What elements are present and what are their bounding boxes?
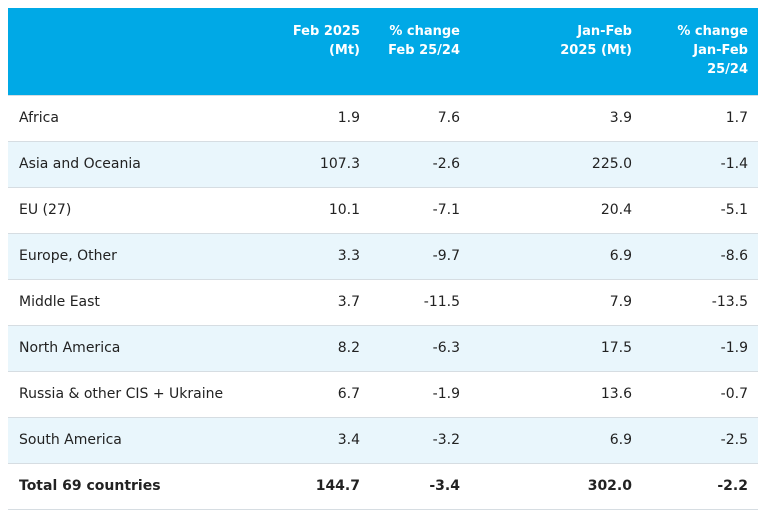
region-cell: Europe, Other xyxy=(8,232,278,279)
feb-change-cell: -2.6 xyxy=(370,140,470,187)
jan-feb-change-cell: -1.4 xyxy=(642,140,758,187)
header-feb-change: % change Feb 25/24 xyxy=(370,8,470,95)
table-row: Russia & other CIS + Ukraine 6.7 -1.9 13… xyxy=(8,370,758,417)
total-feb-change-cell: -3.4 xyxy=(370,462,470,510)
jan-feb-value-cell: 17.5 xyxy=(470,324,642,371)
feb-value-cell: 8.2 xyxy=(278,324,370,371)
feb-value-cell: 3.4 xyxy=(278,416,370,463)
table-row: North America 8.2 -6.3 17.5 -1.9 xyxy=(8,324,758,371)
jan-feb-value-cell: 7.9 xyxy=(470,278,642,325)
table-row: Asia and Oceania 107.3 -2.6 225.0 -1.4 xyxy=(8,140,758,187)
table-row: Europe, Other 3.3 -9.7 6.9 -8.6 xyxy=(8,232,758,279)
feb-value-cell: 10.1 xyxy=(278,186,370,233)
jan-feb-value-cell: 13.6 xyxy=(470,370,642,417)
header-feb-2025: Feb 2025 (Mt) xyxy=(278,8,370,95)
header-row: Feb 2025 (Mt) % change Feb 25/24 Jan-Feb… xyxy=(8,8,758,95)
header-region xyxy=(8,8,278,95)
feb-value-cell: 1.9 xyxy=(278,94,370,141)
table-header: Feb 2025 (Mt) % change Feb 25/24 Jan-Feb… xyxy=(8,8,758,95)
header-jan-feb-2025: Jan-Feb 2025 (Mt) xyxy=(470,8,642,95)
jan-feb-value-cell: 6.9 xyxy=(470,232,642,279)
total-jan-feb-change-cell: -2.2 xyxy=(642,462,758,510)
table-row: South America 3.4 -3.2 6.9 -2.5 xyxy=(8,416,758,463)
feb-change-cell: -9.7 xyxy=(370,232,470,279)
jan-feb-change-cell: -1.9 xyxy=(642,324,758,371)
jan-feb-change-cell: -2.5 xyxy=(642,416,758,463)
region-cell: Middle East xyxy=(8,278,278,325)
feb-value-cell: 3.3 xyxy=(278,232,370,279)
total-jan-feb-value-cell: 302.0 xyxy=(470,462,642,510)
header-jan-feb-change: % change Jan-Feb 25/24 xyxy=(642,8,758,95)
table-row: Middle East 3.7 -11.5 7.9 -13.5 xyxy=(8,278,758,325)
jan-feb-value-cell: 20.4 xyxy=(470,186,642,233)
jan-feb-value-cell: 6.9 xyxy=(470,416,642,463)
feb-change-cell: -3.2 xyxy=(370,416,470,463)
feb-change-cell: -6.3 xyxy=(370,324,470,371)
feb-value-cell: 107.3 xyxy=(278,140,370,187)
feb-change-cell: -7.1 xyxy=(370,186,470,233)
feb-value-cell: 6.7 xyxy=(278,370,370,417)
steel-production-table: Feb 2025 (Mt) % change Feb 25/24 Jan-Feb… xyxy=(8,8,758,510)
jan-feb-change-cell: -0.7 xyxy=(642,370,758,417)
region-cell: North America xyxy=(8,324,278,371)
feb-change-cell: -11.5 xyxy=(370,278,470,325)
jan-feb-change-cell: -5.1 xyxy=(642,186,758,233)
feb-change-cell: 7.6 xyxy=(370,94,470,141)
total-feb-value-cell: 144.7 xyxy=(278,462,370,510)
total-label-cell: Total 69 countries xyxy=(8,462,278,510)
region-cell: Russia & other CIS + Ukraine xyxy=(8,370,278,417)
region-cell: Asia and Oceania xyxy=(8,140,278,187)
steel-production-table-container: Feb 2025 (Mt) % change Feb 25/24 Jan-Feb… xyxy=(8,8,758,510)
feb-change-cell: -1.9 xyxy=(370,370,470,417)
total-row: Total 69 countries 144.7 -3.4 302.0 -2.2 xyxy=(8,462,758,510)
jan-feb-change-cell: -13.5 xyxy=(642,278,758,325)
region-cell: EU (27) xyxy=(8,186,278,233)
region-cell: South America xyxy=(8,416,278,463)
feb-value-cell: 3.7 xyxy=(278,278,370,325)
jan-feb-change-cell: -8.6 xyxy=(642,232,758,279)
region-cell: Africa xyxy=(8,94,278,141)
table-row: EU (27) 10.1 -7.1 20.4 -5.1 xyxy=(8,186,758,233)
jan-feb-value-cell: 3.9 xyxy=(470,94,642,141)
jan-feb-change-cell: 1.7 xyxy=(642,94,758,141)
table-body: Africa 1.9 7.6 3.9 1.7 Asia and Oceania … xyxy=(8,94,758,510)
jan-feb-value-cell: 225.0 xyxy=(470,140,642,187)
table-row: Africa 1.9 7.6 3.9 1.7 xyxy=(8,94,758,141)
